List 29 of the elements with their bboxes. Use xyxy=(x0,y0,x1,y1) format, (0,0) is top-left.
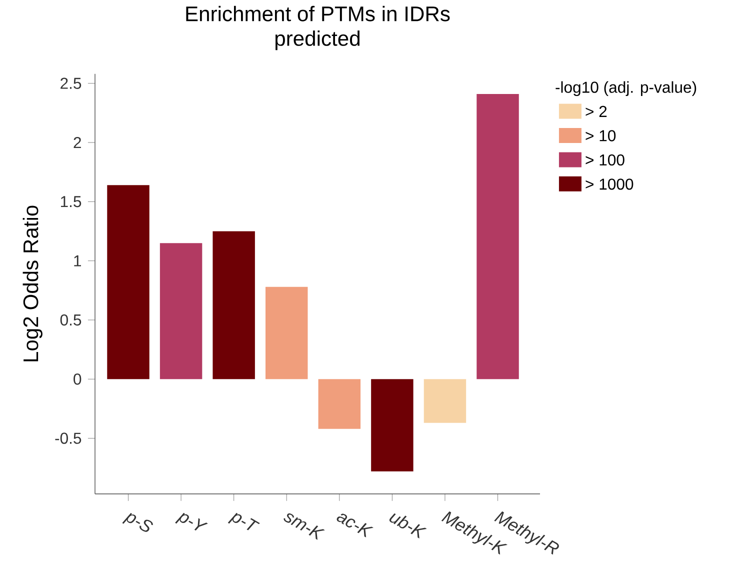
bar xyxy=(424,379,466,424)
y-tick-label: 2.5 xyxy=(60,78,82,90)
legend-label: > 2 xyxy=(586,106,607,118)
x-tick-label: p-Y xyxy=(175,512,208,531)
chart-subtitle: predicted xyxy=(275,30,360,50)
bar xyxy=(476,94,519,380)
legend-label: > 10 xyxy=(586,130,616,142)
y-tick-label: 0 xyxy=(74,374,82,385)
y-tick-label: 1 xyxy=(74,255,81,266)
bar xyxy=(107,185,150,380)
legend-label: > 100 xyxy=(586,154,624,166)
bar xyxy=(212,231,255,380)
chart-title: Enrichment of PTMs in IDRs xyxy=(186,6,450,22)
bar xyxy=(318,379,361,429)
y-tick-label: 1.5 xyxy=(60,196,82,208)
legend-title: -log10 (adj. p-value) xyxy=(556,81,696,96)
y-tick-label: 0.5 xyxy=(60,314,82,326)
bar xyxy=(266,286,308,380)
x-tick-label: ub-K xyxy=(389,513,427,539)
bar xyxy=(160,243,202,380)
y-axis-title: Log2 Odds Ratio xyxy=(22,206,42,362)
x-tick-label: p-S xyxy=(122,513,153,532)
x-tick-label: sm-K xyxy=(284,514,325,540)
legend-label: > 1000 xyxy=(586,178,634,190)
y-tick-label: -0.5 xyxy=(55,432,82,444)
x-tick-label: ac-K xyxy=(336,514,374,538)
x-tick-label: p-T xyxy=(228,512,260,530)
bar xyxy=(371,379,414,472)
y-tick-label: 2 xyxy=(74,137,81,148)
